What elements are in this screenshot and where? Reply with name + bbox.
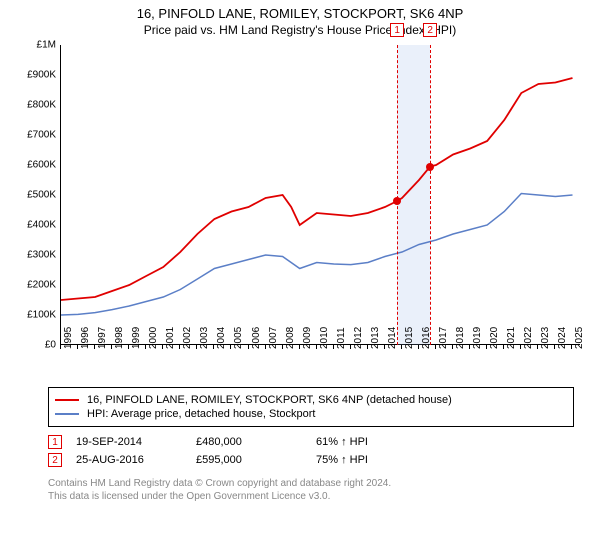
x-tick-label: 2000 xyxy=(148,327,159,349)
legend-label-hpi: HPI: Average price, detached house, Stoc… xyxy=(87,408,316,420)
x-tick-label: 2011 xyxy=(336,327,347,349)
sale-pct: 61% ↑ HPI xyxy=(316,436,436,448)
legend-swatch-price xyxy=(55,399,79,401)
legend-row-price: 16, PINFOLD LANE, ROMILEY, STOCKPORT, SK… xyxy=(55,394,567,406)
y-tick-label: £400K xyxy=(27,220,56,231)
y-tick-label: £500K xyxy=(27,190,56,201)
x-tick-label: 1998 xyxy=(114,327,125,349)
event-dot xyxy=(393,197,401,205)
x-tick-label: 2017 xyxy=(438,327,449,349)
series-line xyxy=(61,78,573,300)
sale-row: 2 25-AUG-2016 £595,000 75% ↑ HPI xyxy=(48,453,574,467)
sale-date: 25-AUG-2016 xyxy=(76,454,196,466)
x-tick-label: 2010 xyxy=(319,327,330,349)
chart-area: £0 £100K £200K £300K £400K £500K £600K £700K £80… xyxy=(20,45,580,385)
y-tick-label: £1M xyxy=(37,40,56,51)
y-tick-label: £200K xyxy=(27,280,56,291)
x-tick-label: 1999 xyxy=(131,327,142,349)
x-tick-label: 2007 xyxy=(268,327,279,349)
title-block: 16, PINFOLD LANE, ROMILEY, STOCKPORT, SK… xyxy=(0,0,600,37)
x-tick-label: 2016 xyxy=(421,327,432,349)
x-tick-label: 2012 xyxy=(353,327,364,349)
plot-region: 12 xyxy=(60,45,580,345)
x-tick-label: 2021 xyxy=(506,327,517,349)
chart-lines xyxy=(61,45,581,345)
x-tick-label: 2003 xyxy=(199,327,210,349)
footer: Contains HM Land Registry data © Crown c… xyxy=(48,477,574,503)
x-tick-label: 1997 xyxy=(97,327,108,349)
series-line xyxy=(61,194,573,316)
x-tick-label: 2008 xyxy=(285,327,296,349)
x-tick-label: 2024 xyxy=(557,327,568,349)
footer-line: This data is licensed under the Open Gov… xyxy=(48,490,574,503)
y-tick-label: £300K xyxy=(27,250,56,261)
x-tick-label: 2009 xyxy=(302,327,313,349)
event-marker-icon: 1 xyxy=(390,23,404,37)
sale-price: £480,000 xyxy=(196,436,316,448)
x-tick-label: 2018 xyxy=(455,327,466,349)
sale-pct: 75% ↑ HPI xyxy=(316,454,436,466)
x-tick-label: 2022 xyxy=(523,327,534,349)
x-tick-label: 2023 xyxy=(540,327,551,349)
sale-marker-icon: 2 xyxy=(48,453,62,467)
chart-title: 16, PINFOLD LANE, ROMILEY, STOCKPORT, SK… xyxy=(0,6,600,21)
x-tick-label: 2001 xyxy=(165,327,176,349)
event-vline xyxy=(397,45,398,345)
event-marker-icon: 2 xyxy=(423,23,437,37)
footer-line: Contains HM Land Registry data © Crown c… xyxy=(48,477,574,490)
y-axis: £0£100K£200K£300K£400K£500K£600K£700K£80… xyxy=(20,45,60,345)
sales-table: 1 19-SEP-2014 £480,000 61% ↑ HPI 2 25-AU… xyxy=(48,435,574,467)
legend-label-price: 16, PINFOLD LANE, ROMILEY, STOCKPORT, SK… xyxy=(87,394,452,406)
sale-marker-icon: 1 xyxy=(48,435,62,449)
y-tick-label: £0 xyxy=(45,340,56,351)
y-tick-label: £100K xyxy=(27,310,56,321)
sale-row: 1 19-SEP-2014 £480,000 61% ↑ HPI xyxy=(48,435,574,449)
x-tick-label: 2002 xyxy=(182,327,193,349)
x-tick-label: 2014 xyxy=(387,327,398,349)
sale-price: £595,000 xyxy=(196,454,316,466)
y-tick-label: £700K xyxy=(27,130,56,141)
legend: 16, PINFOLD LANE, ROMILEY, STOCKPORT, SK… xyxy=(48,387,574,427)
x-tick-label: 2005 xyxy=(233,327,244,349)
x-axis: 1995199619971998199920002001200220032004… xyxy=(60,345,580,385)
legend-row-hpi: HPI: Average price, detached house, Stoc… xyxy=(55,408,567,420)
event-vline xyxy=(430,45,431,345)
legend-swatch-hpi xyxy=(55,413,79,415)
x-tick-label: 2020 xyxy=(489,327,500,349)
x-tick-label: 2004 xyxy=(216,327,227,349)
y-tick-label: £900K xyxy=(27,70,56,81)
x-tick-label: 2025 xyxy=(574,327,585,349)
x-tick-label: 1995 xyxy=(63,327,74,349)
sale-date: 19-SEP-2014 xyxy=(76,436,196,448)
event-dot xyxy=(426,163,434,171)
x-tick-label: 1996 xyxy=(80,327,91,349)
x-tick-label: 2006 xyxy=(251,327,262,349)
x-tick-label: 2013 xyxy=(370,327,381,349)
x-tick-label: 2019 xyxy=(472,327,483,349)
y-tick-label: £600K xyxy=(27,160,56,171)
x-tick-label: 2015 xyxy=(404,327,415,349)
y-tick-label: £800K xyxy=(27,100,56,111)
chart-subtitle: Price paid vs. HM Land Registry's House … xyxy=(0,23,600,37)
